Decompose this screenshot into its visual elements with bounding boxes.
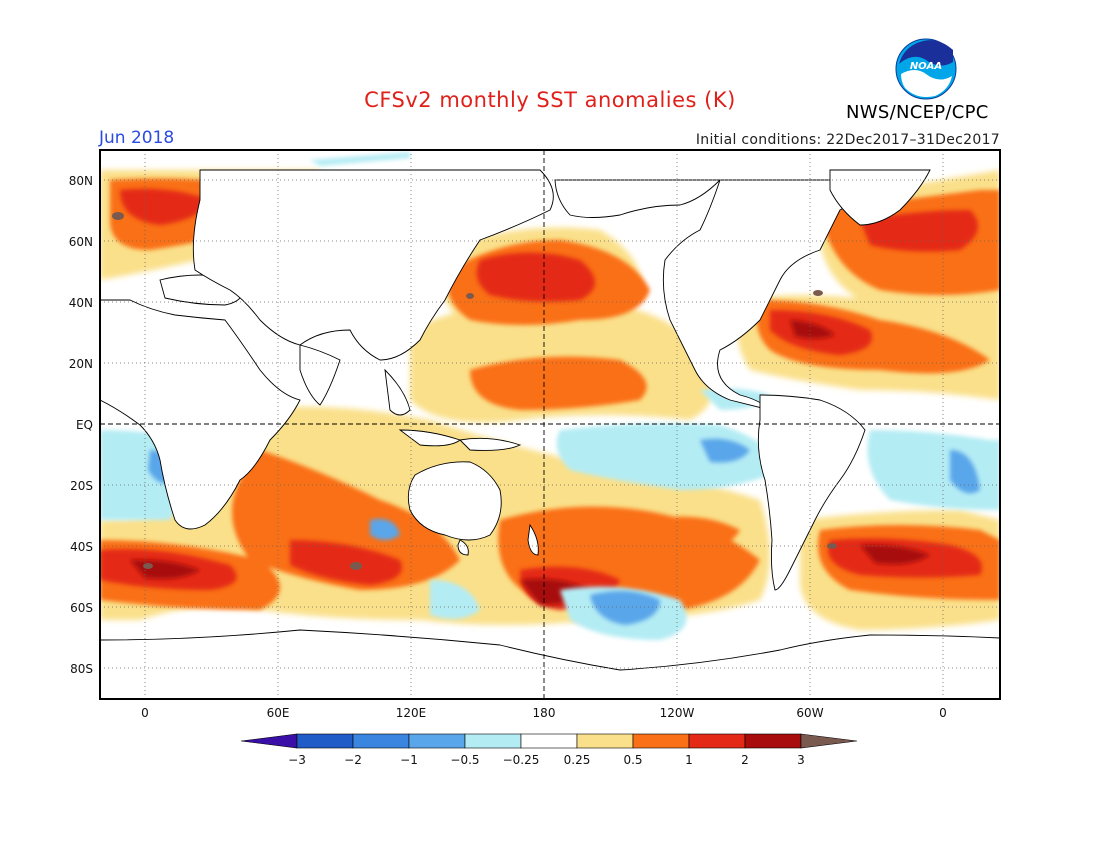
lat-label: 80S [70, 662, 93, 676]
colorbar-labels: −3 −2 −1 −0.5 −0.25 0.25 0.5 1 2 3 [288, 753, 805, 767]
colorbar-swatch [688, 733, 746, 749]
colorbar-swatch [576, 733, 634, 749]
lat-label: 80N [69, 174, 93, 188]
logo-text: NOAA [910, 61, 942, 72]
chart-title: CFSv2 monthly SST anomalies (K) [364, 88, 736, 112]
lon-label: 120E [396, 706, 427, 720]
initial-conditions-label: Initial conditions: 22Dec2017–31Dec2017 [695, 132, 1000, 148]
map-frame [99, 149, 1001, 700]
lat-label: 20N [69, 357, 93, 371]
colorbar-label: −3 [288, 753, 306, 767]
longitude-axis: 0 60E 120E 180 120W 60W 0 [141, 706, 947, 720]
agency-label: NWS/NCEP/CPC [846, 102, 989, 123]
colorbar-label: 0.5 [623, 753, 642, 767]
colorbar-label: 2 [741, 753, 749, 767]
lat-label: 60N [69, 235, 93, 249]
noaa-logo-icon: NOAA [895, 38, 957, 100]
latitude-axis: 80N 60N 40N 20N EQ 20S 40S 60S 80S [69, 174, 93, 676]
month-label: Jun 2018 [99, 128, 175, 148]
colorbar-swatch [520, 733, 578, 749]
continents [100, 169, 1000, 699]
lon-label: 0 [141, 706, 149, 720]
colorbar-swatch [744, 733, 802, 749]
colorbar-swatch [408, 733, 466, 749]
colorbar [240, 733, 858, 749]
colorbar-high-extension [800, 733, 858, 749]
colorbar-label: 1 [685, 753, 693, 767]
lon-label: 0 [939, 706, 947, 720]
lat-label: EQ [76, 418, 93, 432]
lat-label: 60S [70, 601, 93, 615]
colorbar-label: −2 [344, 753, 362, 767]
colorbar-label: 3 [797, 753, 805, 767]
anomaly-field [100, 150, 1000, 699]
colorbar-label: −1 [400, 753, 418, 767]
colorbar-label: −0.5 [450, 753, 479, 767]
colorbar-swatch [352, 733, 410, 749]
colorbar-low-extension [240, 733, 298, 749]
lon-label: 60W [796, 706, 823, 720]
lon-label: 60E [267, 706, 290, 720]
lon-label: 120W [660, 706, 695, 720]
colorbar-label: −0.25 [503, 753, 540, 767]
colorbar-swatch [464, 733, 522, 749]
colorbar-swatch [632, 733, 690, 749]
colorbar-label: 0.25 [564, 753, 591, 767]
lat-label: 20S [70, 479, 93, 493]
lat-label: 40S [70, 540, 93, 554]
lon-label: 180 [533, 706, 556, 720]
lat-label: 40N [69, 296, 93, 310]
colorbar-swatch [296, 733, 354, 749]
